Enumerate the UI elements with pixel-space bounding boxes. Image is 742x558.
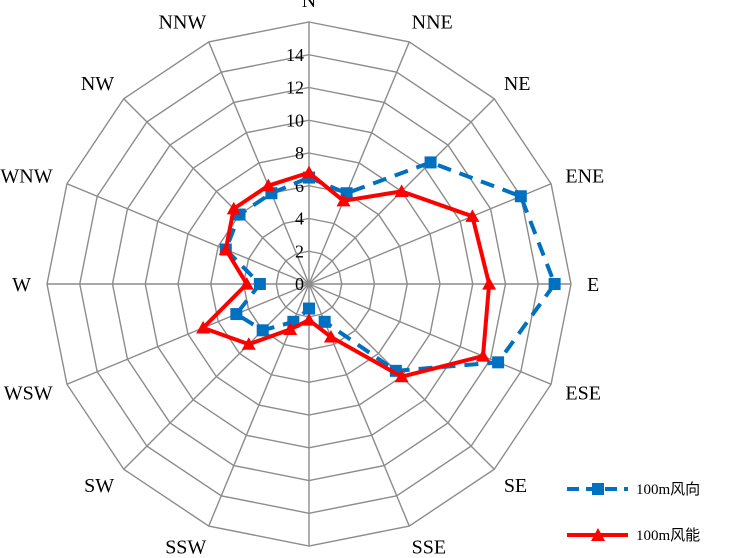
legend-item-2: 100m风能 xyxy=(567,527,700,544)
tick-label-12: 12 xyxy=(286,78,304,98)
point-marker xyxy=(226,201,241,215)
legend: 100m风向 100m风能 xyxy=(567,481,700,544)
direction-labels: NNNENEENEEESESESSESSSWSWWSWWWNWNWNNW xyxy=(0,0,604,558)
point-marker xyxy=(514,190,527,203)
spoke-SW xyxy=(123,283,310,470)
point-marker xyxy=(394,369,409,383)
direction-label-NNE: NNE xyxy=(412,12,453,34)
point-marker xyxy=(241,337,256,350)
direction-label-WSW: WSW xyxy=(4,383,53,405)
legend-marker-1 xyxy=(592,483,604,495)
spoke-ENE xyxy=(308,183,552,285)
legend-item-1: 100m风向 xyxy=(567,481,700,498)
point-marker xyxy=(424,156,437,169)
legend-marker-2 xyxy=(591,528,605,541)
direction-label-SSW: SSW xyxy=(165,536,206,558)
tick-label-14: 14 xyxy=(286,45,304,65)
direction-label-SW: SW xyxy=(84,475,114,497)
point-marker xyxy=(394,184,409,197)
tick-label-8: 8 xyxy=(295,143,304,163)
spoke-WNW xyxy=(66,183,310,285)
point-marker xyxy=(465,209,480,222)
tick-label-10: 10 xyxy=(286,110,304,130)
point-marker xyxy=(239,277,254,290)
direction-label-ESE: ESE xyxy=(565,383,601,405)
radial-tick-labels: 0 2 4 6 8 10 12 14 xyxy=(286,45,304,294)
point-marker xyxy=(218,242,233,256)
direction-label-E: E xyxy=(587,274,599,296)
point-marker xyxy=(302,313,316,326)
data-series xyxy=(196,156,561,383)
point-marker xyxy=(196,320,211,334)
spoke-ESE xyxy=(308,283,552,385)
point-marker xyxy=(318,315,331,328)
point-marker xyxy=(283,322,298,335)
point-marker xyxy=(261,178,276,192)
point-marker xyxy=(303,302,315,315)
series-2 xyxy=(196,165,497,383)
tick-label-6: 6 xyxy=(295,176,304,196)
direction-label-WNW: WNW xyxy=(0,165,52,187)
direction-label-N: N xyxy=(302,0,316,12)
spoke-NNW xyxy=(208,41,310,285)
direction-label-ENE: ENE xyxy=(565,165,604,187)
direction-label-SE: SE xyxy=(504,475,527,497)
direction-label-NE: NE xyxy=(504,73,531,95)
legend-label-2: 100m风能 xyxy=(636,527,700,544)
spoke-NW xyxy=(123,98,310,285)
direction-label-NNW: NNW xyxy=(159,12,207,34)
direction-label-SSE: SSE xyxy=(412,536,446,558)
point-marker xyxy=(475,349,490,362)
point-marker xyxy=(548,278,561,290)
point-marker xyxy=(323,329,338,343)
point-marker xyxy=(256,324,269,337)
point-marker xyxy=(336,193,351,207)
point-marker xyxy=(492,356,505,369)
tick-label-4: 4 xyxy=(295,209,304,229)
radar-grid xyxy=(46,21,572,547)
point-marker xyxy=(253,278,266,290)
spoke-WSW xyxy=(66,283,310,385)
tick-label-2: 2 xyxy=(295,241,304,261)
point-marker xyxy=(302,165,316,179)
point-marker xyxy=(230,308,243,321)
tick-label-0: 0 xyxy=(295,274,304,294)
spoke-NNE xyxy=(308,41,410,285)
direction-label-W: W xyxy=(12,274,31,296)
direction-label-NW: NW xyxy=(81,73,114,95)
legend-label-1: 100m风向 xyxy=(636,481,700,498)
point-marker xyxy=(482,277,497,290)
